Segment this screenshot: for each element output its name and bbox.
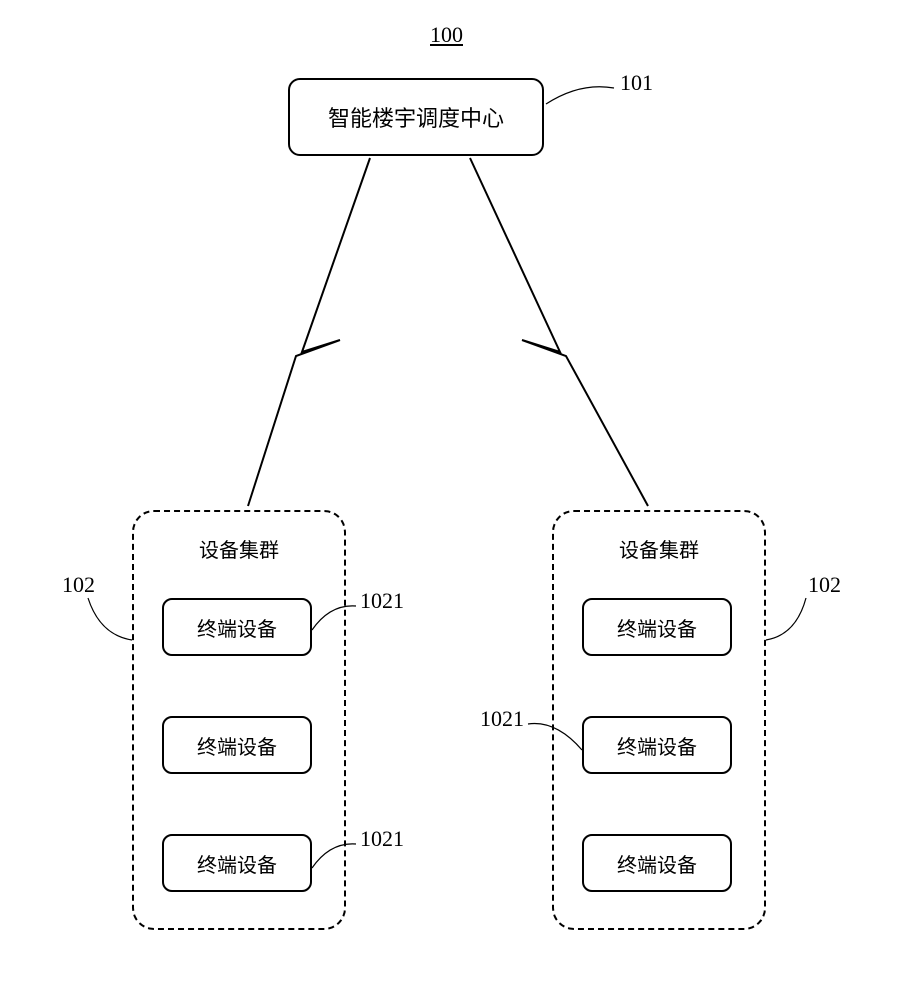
leader-102-right	[766, 598, 806, 640]
terminal-box: 终端设备	[582, 834, 732, 892]
terminal-label: 终端设备	[197, 613, 277, 642]
terminal-box: 终端设备	[582, 716, 732, 774]
figure-number: 100	[430, 22, 463, 48]
terminal-label: 终端设备	[617, 731, 697, 760]
terminal-label: 终端设备	[197, 849, 277, 878]
terminal-box: 终端设备	[162, 834, 312, 892]
terminal-label: 终端设备	[197, 731, 277, 760]
cluster-left-title: 设备集群	[134, 534, 344, 563]
ref-label-1021-a: 1021	[360, 588, 404, 614]
ref-label-1021-c: 1021	[480, 706, 524, 732]
leader-102-left	[88, 598, 132, 640]
ref-label-1021-b: 1021	[360, 826, 404, 852]
ref-label-102-right: 102	[808, 572, 841, 598]
terminal-box: 终端设备	[582, 598, 732, 656]
cluster-right-title: 设备集群	[554, 534, 764, 563]
terminal-label: 终端设备	[617, 613, 697, 642]
ref-label-101: 101	[620, 70, 653, 96]
terminal-label: 终端设备	[617, 849, 697, 878]
terminal-box: 终端设备	[162, 598, 312, 656]
terminal-box: 终端设备	[162, 716, 312, 774]
top-node-label: 智能楼宇调度中心	[328, 101, 504, 133]
leader-101	[546, 87, 614, 104]
lightning-connector-right	[470, 158, 648, 506]
lightning-connector-left	[248, 158, 370, 506]
top-node-dispatch-center: 智能楼宇调度中心	[288, 78, 544, 156]
ref-label-102-left: 102	[62, 572, 95, 598]
diagram-canvas: 100 智能楼宇调度中心 设备集群 终端设备 终端设备 终端设备 设备集群 终端…	[0, 0, 910, 1000]
